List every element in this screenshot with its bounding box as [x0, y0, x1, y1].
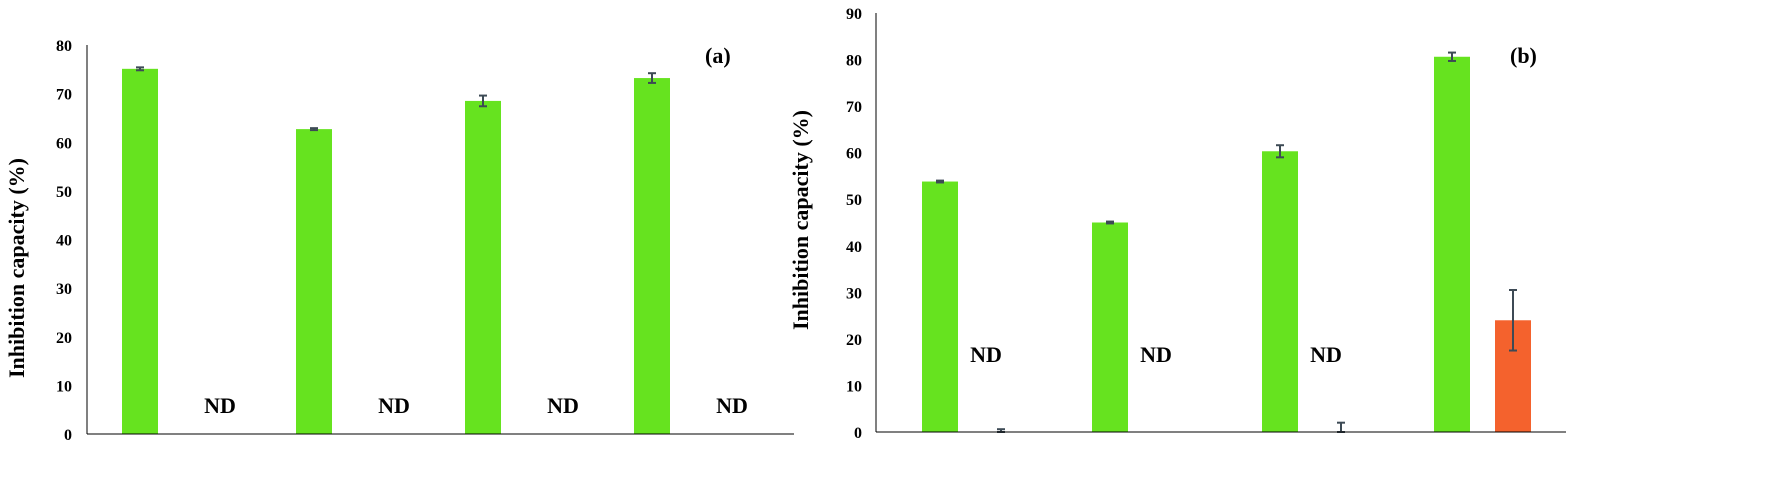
error-bar	[648, 72, 656, 84]
y-tick-label: 60	[846, 146, 862, 163]
bar	[634, 78, 670, 434]
y-tick-label: 20	[846, 332, 862, 349]
y-tick-label: 0	[854, 425, 862, 442]
nd-label: ND	[1140, 342, 1172, 367]
error-bar	[310, 127, 318, 132]
bars-a	[122, 68, 670, 435]
y-tick-label: 10	[56, 378, 72, 395]
y-tick-label: 80	[846, 53, 862, 70]
y-tick-label: 40	[846, 239, 862, 256]
y-tick-label: 30	[56, 281, 72, 298]
nd-label: ND	[378, 393, 410, 418]
error-bars-a	[136, 66, 656, 132]
error-bar	[1276, 144, 1284, 159]
nd-label: ND	[716, 393, 748, 418]
bars-b	[922, 56, 1531, 433]
bar	[1262, 151, 1298, 432]
chart-panel-a: Inhibition capacity (%) (a) 0 10 20 30 40 50 6…	[4, 38, 794, 444]
error-bar	[136, 66, 144, 72]
bar	[1092, 222, 1128, 432]
nd-label: ND	[204, 393, 236, 418]
y-tick-label: 50	[846, 192, 862, 209]
y-tick-labels-b: 0 10 20 30 40 50 60 70 80 90	[846, 6, 862, 442]
chart-panel-b: Inhibition capacity (%) (b) 0 10 20 30 40 50 6…	[788, 6, 1566, 442]
y-tick-label: 90	[846, 6, 862, 23]
nd-label: ND	[970, 342, 1002, 367]
error-bar	[1106, 220, 1114, 225]
y-tick-label: 0	[64, 427, 72, 444]
nd-label: ND	[547, 393, 579, 418]
bar	[1434, 56, 1470, 433]
error-bars-b	[936, 51, 1517, 433]
bar	[296, 129, 332, 434]
y-tick-label: 60	[56, 135, 72, 152]
nd-labels-b: ND ND ND	[970, 342, 1342, 367]
nd-label: ND	[1310, 342, 1342, 367]
y-tick-label: 70	[56, 87, 72, 104]
error-bar	[1509, 289, 1517, 352]
y-tick-label: 80	[56, 38, 72, 55]
y-tick-label: 10	[846, 378, 862, 395]
bar	[122, 68, 158, 435]
y-axis-title-b: Inhibition capacity (%)	[788, 110, 813, 330]
y-tick-label: 30	[846, 285, 862, 302]
panel-label-a: (a)	[705, 43, 731, 68]
panel-label-b: (b)	[1510, 43, 1537, 68]
nd-labels-a: ND ND ND ND	[204, 393, 748, 418]
bar	[922, 181, 958, 432]
error-bar	[1448, 51, 1456, 62]
error-bar	[479, 94, 487, 108]
bar	[465, 100, 501, 434]
y-tick-labels-a: 0 10 20 30 40 50 60 70 80	[56, 38, 72, 444]
y-axis-title-a: Inhibition capacity (%)	[4, 158, 29, 378]
y-tick-label: 70	[846, 99, 862, 116]
y-tick-label: 20	[56, 330, 72, 347]
error-bar	[1337, 421, 1345, 433]
y-tick-label: 40	[56, 233, 72, 250]
error-bar	[936, 179, 944, 184]
y-tick-label: 50	[56, 184, 72, 201]
